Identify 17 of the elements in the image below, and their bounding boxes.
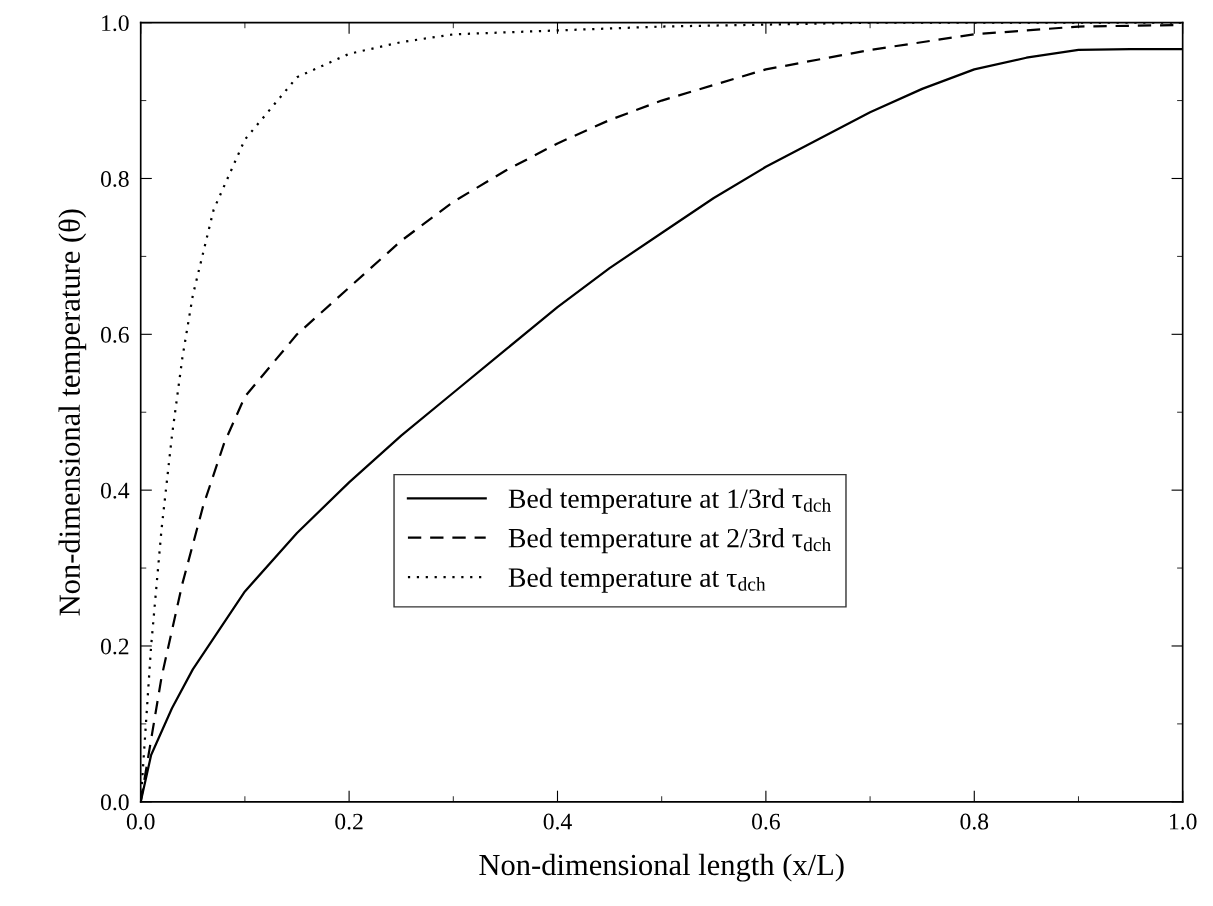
x-tick-label: 1.0 bbox=[1170, 813, 1197, 830]
y-tick-label: 1.0 bbox=[102, 15, 129, 32]
y-tick-label: 0.4 bbox=[100, 482, 130, 499]
x-tick-label: 0.8 bbox=[960, 813, 989, 830]
legend-label: Bed temperature at 2/3rd τ$_{dch}$ bbox=[508, 528, 831, 554]
legend-label: Bed temperature at τ$_{dch}$ bbox=[508, 567, 766, 593]
y-tick-label: 0.6 bbox=[100, 326, 129, 343]
x-tick-label: 0.0 bbox=[126, 813, 155, 830]
y-tick-label: 0.8 bbox=[100, 170, 129, 188]
x-axis-title: Non-dimensional length (x/L) bbox=[479, 853, 844, 882]
y-axis-title: Non-dimensional temperature (θ) bbox=[58, 209, 87, 616]
legend-label: Bed temperature at 1/3rd τ$_{dch}$ bbox=[508, 488, 831, 514]
y-tick-label: 0.2 bbox=[100, 638, 129, 655]
x-tick-label: 0.6 bbox=[752, 813, 780, 830]
x-tick-label: 0.2 bbox=[335, 813, 363, 830]
x-tick-label: 0.4 bbox=[543, 813, 572, 830]
y-tick-label: 0.0 bbox=[100, 794, 129, 811]
